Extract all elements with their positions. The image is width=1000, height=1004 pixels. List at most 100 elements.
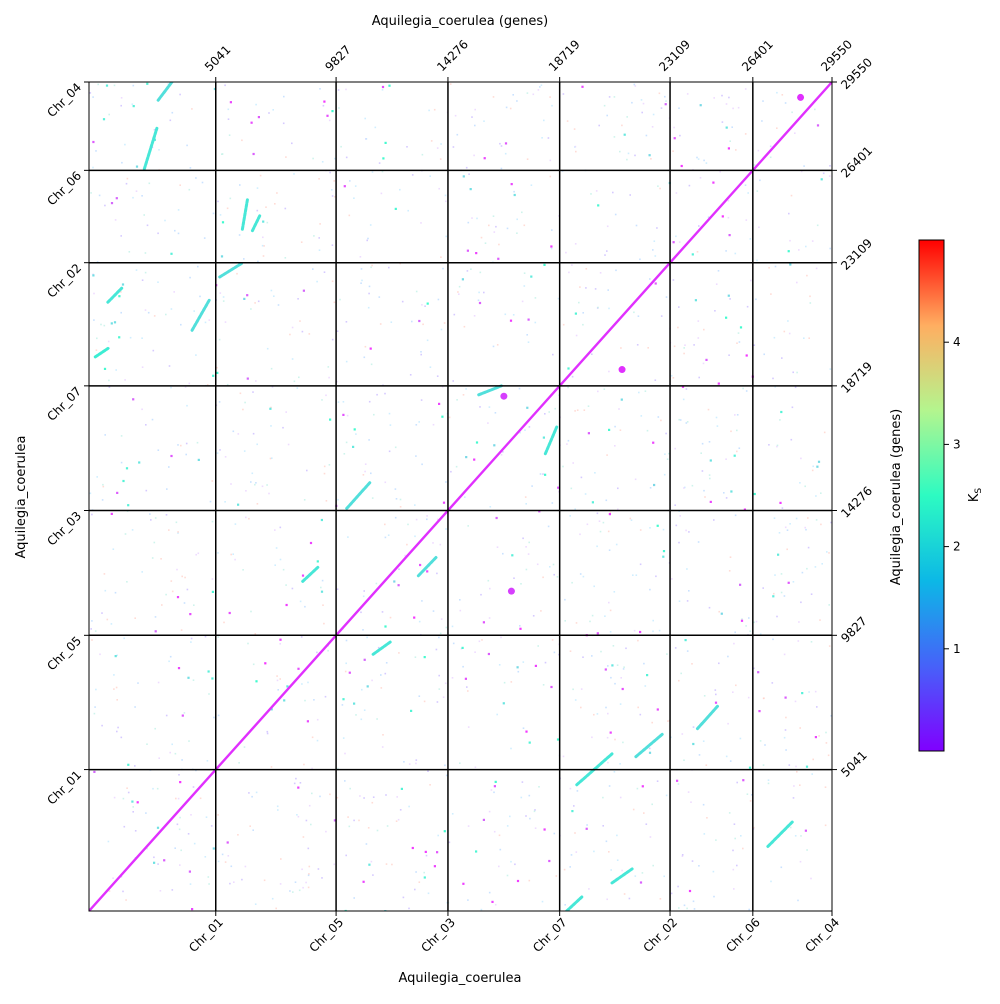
anchor-point bbox=[395, 820, 398, 822]
anchor-point bbox=[539, 86, 541, 88]
anchor-point bbox=[427, 770, 429, 772]
anchor-point bbox=[292, 891, 294, 893]
anchor-point bbox=[645, 823, 648, 825]
anchor-point bbox=[788, 764, 791, 766]
anchor-point bbox=[643, 662, 645, 665]
anchor-point bbox=[152, 787, 154, 790]
anchor-point bbox=[569, 787, 572, 790]
anchor-point bbox=[762, 764, 765, 766]
anchor-point bbox=[441, 386, 444, 388]
anchor-point bbox=[522, 661, 525, 663]
anchor-point bbox=[429, 784, 431, 786]
anchor-point bbox=[168, 660, 170, 663]
anchor-point bbox=[135, 165, 139, 168]
anchor-point bbox=[591, 736, 593, 739]
anchor-point bbox=[216, 371, 219, 374]
anchor-point bbox=[783, 330, 786, 333]
anchor-point bbox=[404, 554, 406, 557]
anchor-point bbox=[439, 632, 442, 635]
anchor-point bbox=[204, 635, 207, 638]
anchor-point bbox=[321, 161, 324, 163]
anchor-point bbox=[163, 859, 166, 862]
anchor-point bbox=[713, 895, 715, 898]
anchor-point bbox=[685, 388, 688, 390]
anchor-point bbox=[291, 326, 294, 329]
anchor-point bbox=[736, 864, 738, 867]
anchor-point bbox=[331, 189, 333, 191]
anchor-point bbox=[312, 268, 314, 270]
anchor-point bbox=[99, 653, 101, 656]
anchor-point bbox=[353, 897, 355, 899]
anchor-point bbox=[804, 829, 807, 832]
anchor-point bbox=[742, 779, 745, 782]
anchor-point bbox=[180, 444, 182, 447]
anchor-point bbox=[658, 629, 661, 632]
anchor-point bbox=[534, 321, 537, 324]
anchor-point bbox=[379, 323, 382, 325]
anchor-point bbox=[798, 249, 800, 251]
anchor-point bbox=[420, 353, 422, 356]
anchor-point bbox=[125, 899, 127, 901]
anchor-point bbox=[123, 637, 125, 640]
anchor-point bbox=[623, 133, 626, 136]
anchor-point bbox=[129, 336, 132, 339]
anchor-point bbox=[811, 773, 813, 775]
anchor-point bbox=[319, 795, 321, 798]
anchor-point bbox=[436, 851, 439, 854]
anchor-point bbox=[270, 289, 273, 292]
anchor-point bbox=[597, 306, 599, 309]
anchor-point bbox=[698, 865, 700, 867]
anchor-point bbox=[684, 344, 686, 346]
anchor-point bbox=[762, 587, 764, 589]
anchor-point bbox=[134, 617, 136, 619]
anchor-point bbox=[360, 611, 362, 614]
anchor-point bbox=[499, 848, 502, 851]
anchor-point bbox=[521, 781, 524, 783]
anchor-point bbox=[613, 96, 616, 98]
anchor-point bbox=[705, 162, 708, 164]
anchor-point bbox=[470, 268, 472, 270]
anchor-point bbox=[725, 126, 728, 129]
anchor-point bbox=[688, 184, 691, 187]
anchor-point bbox=[597, 390, 599, 393]
anchor-point bbox=[502, 702, 505, 705]
anchor-point bbox=[141, 571, 143, 573]
anchor-point bbox=[353, 702, 356, 705]
anchor-point bbox=[656, 524, 659, 527]
anchor-point bbox=[462, 175, 465, 178]
anchor-point bbox=[610, 676, 612, 679]
anchor-point bbox=[526, 334, 528, 336]
anchor-point bbox=[271, 457, 273, 459]
anchor-point bbox=[538, 786, 540, 788]
anchor-point bbox=[580, 476, 583, 479]
anchor-point bbox=[606, 114, 608, 117]
anchor-point bbox=[207, 670, 210, 673]
anchor-point bbox=[616, 664, 619, 666]
anchor-point bbox=[696, 156, 698, 159]
anchor-point bbox=[371, 679, 373, 682]
anchor-point bbox=[543, 263, 546, 266]
anchor-point bbox=[537, 645, 539, 647]
anchor-point bbox=[327, 366, 330, 368]
anchor-point bbox=[353, 197, 355, 199]
anchor-point bbox=[438, 674, 440, 677]
anchor-point bbox=[179, 816, 181, 819]
anchor-point bbox=[426, 518, 428, 521]
anchor-point bbox=[830, 715, 832, 717]
anchor-point bbox=[747, 696, 750, 699]
anchor-point bbox=[299, 782, 302, 784]
anchor-point bbox=[606, 250, 608, 252]
anchor-point bbox=[262, 255, 265, 257]
anchor-point bbox=[466, 249, 469, 252]
anchor-point bbox=[145, 424, 147, 426]
anchor-point bbox=[527, 318, 530, 321]
anchor-point bbox=[698, 754, 701, 756]
anchor-point bbox=[366, 239, 368, 242]
anchor-point bbox=[141, 279, 144, 281]
anchor-point bbox=[411, 846, 414, 850]
anchor-point bbox=[207, 876, 210, 878]
anchor-point bbox=[334, 157, 336, 160]
anchor-point bbox=[89, 492, 92, 495]
anchor-point bbox=[686, 907, 688, 910]
anchor-point bbox=[703, 695, 706, 697]
